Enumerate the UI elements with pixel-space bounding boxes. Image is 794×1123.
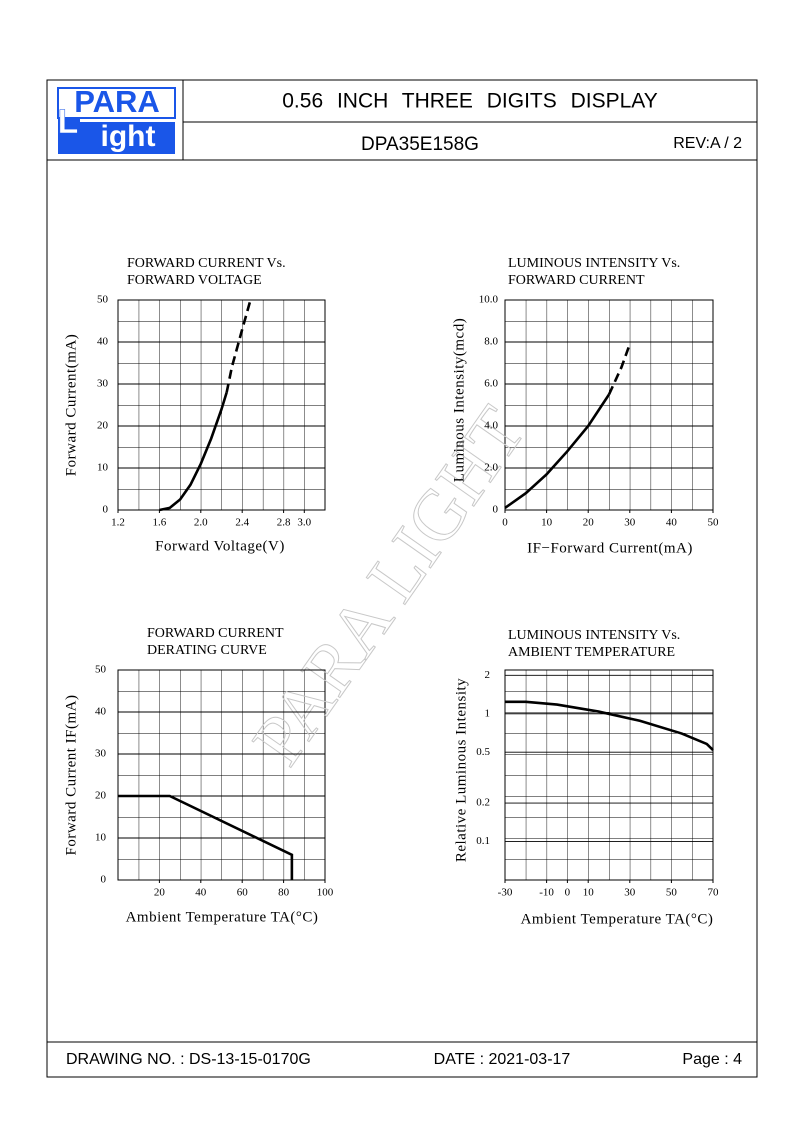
y-tick-label: 20 bbox=[97, 420, 109, 432]
y-tick-label: 0.5 bbox=[476, 746, 490, 758]
y-tick-label: 8.0 bbox=[484, 336, 498, 348]
chart-title: FORWARD VOLTAGE bbox=[127, 273, 262, 288]
x-tick-label: 50 bbox=[708, 517, 720, 529]
x-tick-label: 60 bbox=[237, 887, 249, 899]
y-axis-label: Forward Current(mA) bbox=[63, 334, 79, 476]
x-tick-label: -10 bbox=[539, 887, 554, 899]
data-line bbox=[159, 392, 228, 512]
data-line bbox=[225, 299, 252, 393]
part-number: DPA35E158G bbox=[361, 134, 479, 155]
y-tick-label: 6.0 bbox=[484, 378, 498, 390]
y-tick-label: 30 bbox=[97, 378, 109, 390]
page-border bbox=[46, 79, 758, 1078]
logo-line1: PARA bbox=[74, 84, 160, 119]
x-tick-label: 0 bbox=[502, 517, 508, 529]
y-tick-label: 0 bbox=[103, 504, 109, 516]
x-tick-label: 100 bbox=[317, 887, 334, 899]
logo: PARA L ight bbox=[57, 84, 176, 154]
x-tick-label: 2.0 bbox=[194, 517, 208, 529]
drawing-number: DRAWING NO. : DS-13-15-0170G bbox=[66, 1051, 311, 1068]
y-tick-label: 40 bbox=[97, 336, 109, 348]
y-tick-label: 10 bbox=[95, 832, 107, 844]
logo-line2: ight bbox=[101, 120, 156, 153]
y-tick-label: 0 bbox=[101, 874, 107, 886]
y-tick-label: 0.1 bbox=[476, 835, 490, 847]
y-axis-label: Forward Current IF(mA) bbox=[63, 695, 79, 856]
y-tick-label: 0 bbox=[493, 504, 499, 516]
x-tick-label: 80 bbox=[278, 887, 290, 899]
plot-area bbox=[504, 299, 714, 511]
logo-initial: L bbox=[58, 103, 79, 141]
y-tick-label: 50 bbox=[97, 294, 109, 306]
x-tick-label: 3.0 bbox=[297, 517, 311, 529]
x-tick-label: 40 bbox=[666, 517, 678, 529]
data-line bbox=[118, 794, 294, 880]
x-tick-label: 30 bbox=[624, 517, 636, 529]
x-tick-label: -30 bbox=[498, 887, 513, 899]
chart-title: AMBIENT TEMPERATURE bbox=[508, 645, 675, 660]
y-tick-label: 2.0 bbox=[484, 462, 498, 474]
x-tick-label: 10 bbox=[541, 517, 553, 529]
x-tick-label: 50 bbox=[666, 887, 678, 899]
x-tick-label: 40 bbox=[195, 887, 207, 899]
x-tick-label: 2.8 bbox=[277, 517, 291, 529]
y-tick-label: 20 bbox=[95, 790, 107, 802]
logo-top-box bbox=[57, 87, 176, 119]
y-tick-label: 0.2 bbox=[476, 797, 490, 809]
chart-title: DERATING CURVE bbox=[147, 643, 267, 658]
y-tick-label: 2 bbox=[485, 669, 491, 681]
y-tick-label: 10.0 bbox=[479, 294, 499, 306]
chart-title: FORWARD CURRENT bbox=[147, 626, 284, 641]
x-axis-label: Ambient Temperature TA(°C) bbox=[126, 909, 319, 925]
date: DATE : 2021-03-17 bbox=[434, 1051, 571, 1068]
logo-initial-box bbox=[58, 118, 80, 154]
chart-title: LUMINOUS INTENSITY Vs. bbox=[508, 256, 680, 271]
revision: REV:A / 2 bbox=[673, 135, 742, 152]
x-tick-label: 70 bbox=[708, 887, 720, 899]
page-number: Page : 4 bbox=[682, 1051, 742, 1068]
x-axis-label: Ambient Temperature TA(°C) bbox=[521, 911, 714, 927]
data-line bbox=[505, 700, 714, 751]
y-tick-label: 10 bbox=[97, 462, 109, 474]
x-axis-label: IF−Forward Current(mA) bbox=[527, 540, 693, 556]
chart-title: FORWARD CURRENT bbox=[508, 273, 645, 288]
x-tick-label: 1.2 bbox=[111, 517, 125, 529]
x-axis-label: Forward Voltage(V) bbox=[155, 538, 285, 554]
x-tick-label: 0 bbox=[565, 887, 571, 899]
y-tick-label: 40 bbox=[95, 706, 107, 718]
x-tick-label: 10 bbox=[583, 887, 595, 899]
y-tick-label: 4.0 bbox=[484, 420, 498, 432]
y-axis-label: Relative Luminous Intensity bbox=[453, 678, 469, 862]
y-tick-label: 1 bbox=[485, 707, 491, 719]
x-tick-label: 20 bbox=[583, 517, 595, 529]
document-title: 0.56 INCH THREE DIGITS DISPLAY bbox=[282, 90, 658, 113]
data-line bbox=[607, 343, 632, 396]
y-tick-label: 30 bbox=[95, 748, 107, 760]
x-tick-label: 30 bbox=[624, 887, 636, 899]
data-line bbox=[504, 393, 611, 509]
y-tick-label: 50 bbox=[95, 664, 107, 676]
x-tick-label: 1.6 bbox=[153, 517, 167, 529]
chart-title: LUMINOUS INTENSITY Vs. bbox=[508, 628, 680, 643]
x-tick-label: 20 bbox=[154, 887, 166, 899]
x-tick-label: 2.4 bbox=[235, 517, 249, 529]
plot-area bbox=[504, 669, 714, 881]
logo-bottom-box bbox=[80, 122, 175, 154]
y-axis-label: Luminous Intensity(mcd) bbox=[451, 318, 467, 482]
chart-title: FORWARD CURRENT Vs. bbox=[127, 256, 286, 271]
